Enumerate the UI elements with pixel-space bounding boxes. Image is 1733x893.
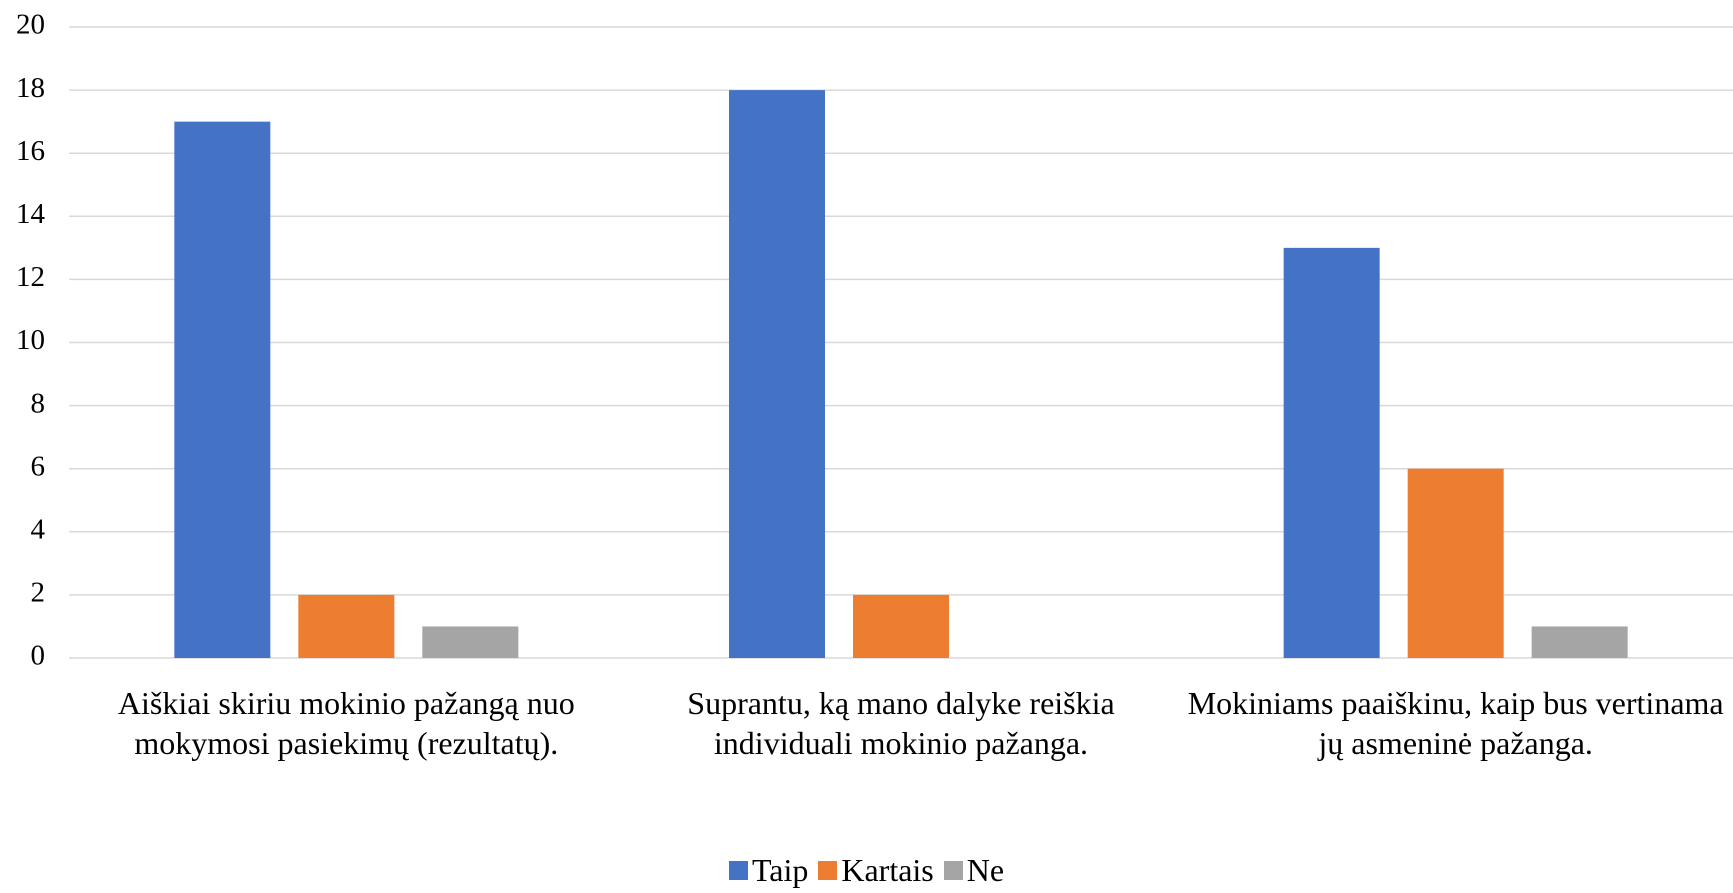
y-tick-label: 14 <box>16 198 46 230</box>
legend-label: Taip <box>751 852 809 888</box>
x-tick-label: Aiškiai skiriu mokinio pažangą nuo mokym… <box>117 685 575 761</box>
y-tick-label: 18 <box>16 72 45 104</box>
legend-swatch <box>818 861 838 880</box>
legend-item: Kartais <box>818 852 934 889</box>
x-tick-label: Suprantu, ką mano dalyke reiškia individ… <box>687 685 1115 761</box>
legend-swatch <box>728 861 748 880</box>
bar <box>1407 468 1504 658</box>
legend: Taip Kartais Ne <box>0 852 1733 889</box>
bar <box>174 121 271 658</box>
y-tick-label: 16 <box>16 135 45 167</box>
bar <box>298 594 395 658</box>
legend-label: Kartais <box>841 852 934 888</box>
bar <box>853 594 949 658</box>
legend-swatch <box>943 861 963 880</box>
bar <box>1531 626 1628 658</box>
legend-item: Taip <box>728 852 809 889</box>
bar <box>1283 247 1380 658</box>
y-tick-label: 6 <box>31 450 46 482</box>
y-tick-label: 0 <box>31 640 46 672</box>
y-tick-label: 20 <box>16 9 45 41</box>
y-tick-label: 8 <box>31 387 46 419</box>
legend-item: Ne <box>943 852 1005 889</box>
x-tick-label: Mokiniams paaiškinu, kaip bus vertinama … <box>1187 685 1724 761</box>
bar <box>422 626 519 658</box>
y-tick-label: 2 <box>31 577 46 609</box>
y-tick-label: 12 <box>16 261 45 293</box>
y-tick-label: 10 <box>16 324 45 356</box>
y-tick-label: 4 <box>31 513 46 545</box>
bar <box>729 90 825 659</box>
legend-label: Ne <box>966 852 1005 888</box>
